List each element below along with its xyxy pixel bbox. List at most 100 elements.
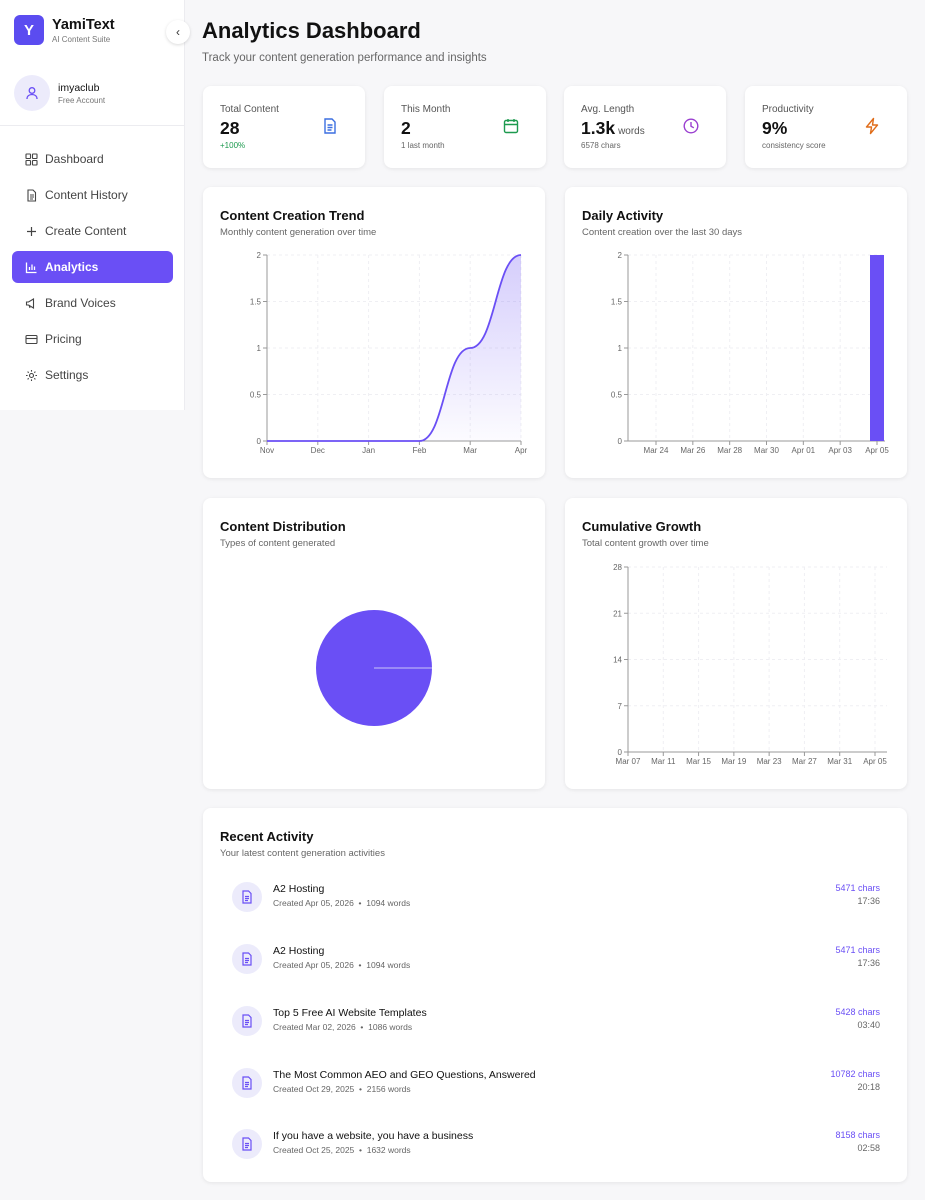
list-item[interactable]: A2 Hosting Created Apr 05, 2026 • 1094 w… (232, 942, 880, 976)
stat-label: Avg. Length (581, 104, 635, 115)
brand[interactable]: Y YamiText AI Content Suite (14, 15, 115, 45)
sidebar-item-analytics[interactable]: Analytics (12, 251, 173, 283)
y-tick-label: 1 (257, 344, 262, 353)
y-tick-label: 2 (618, 251, 623, 260)
x-tick-label: Mar 27 (792, 757, 817, 766)
list-item[interactable]: A2 Hosting Created Apr 05, 2026 • 1094 w… (232, 880, 880, 914)
x-tick-label: Apr 03 (828, 446, 852, 455)
chart-title: Daily Activity (582, 208, 664, 223)
brand-tagline: AI Content Suite (52, 34, 111, 44)
trend-chart: 0 0.5 1 1.5 2 Nov Dec Jan Feb Mar Apr (250, 251, 528, 455)
sidebar-item-brand-voices[interactable]: Brand Voices (12, 287, 173, 319)
x-tick-label: Apr (515, 446, 528, 455)
y-tick-label: 1 (618, 344, 623, 353)
sidebar-item-settings[interactable]: Settings (12, 359, 173, 391)
x-tick-label: Mar 19 (721, 757, 746, 766)
y-tick-label: 21 (613, 609, 622, 618)
y-tick-label: 0.5 (250, 391, 262, 400)
chart-title: Cumulative Growth (582, 519, 702, 534)
document-icon (232, 1129, 262, 1159)
document-icon (232, 882, 262, 912)
x-tick-label: Mar (463, 446, 477, 455)
activity-chars: 5471 chars (835, 883, 880, 893)
x-tick-label: Mar 28 (717, 446, 742, 455)
x-tick-label: Mar 26 (680, 446, 705, 455)
stat-card-productivity: Productivity 9% consistency score (745, 86, 907, 168)
stat-label: Productivity (762, 104, 814, 115)
x-tick-label: Mar 23 (757, 757, 782, 766)
activity-time: 03:40 (857, 1020, 880, 1030)
stat-change: +100% (220, 141, 246, 150)
x-tick-label: Dec (311, 446, 325, 455)
brand-logo: Y (14, 15, 44, 45)
collapse-sidebar-button[interactable]: ‹ (166, 20, 190, 44)
daily-chart: 0 0.5 1 1.5 2 Mar 24 Mar 26 Mar 28 Mar 30 Apr 01 A… (611, 251, 889, 455)
sidebar-item-pricing[interactable]: Pricing (12, 323, 173, 355)
stat-value: 2 (401, 118, 411, 138)
sidebar-nav: Dashboard Content History Create Content… (12, 143, 173, 395)
y-tick-label: 1.5 (250, 298, 262, 307)
file-icon (24, 188, 38, 202)
y-tick-label: 0 (618, 437, 623, 446)
y-tick-label: 7 (618, 702, 623, 711)
activity-title: Top 5 Free AI Website Templates (273, 1007, 427, 1019)
stat-label: Total Content (220, 104, 279, 115)
activity-title: A2 Hosting (273, 883, 325, 895)
x-tick-label: Nov (260, 446, 274, 455)
x-tick-label: Feb (413, 446, 427, 455)
sidebar-item-label: Content History (45, 188, 128, 202)
stat-card-this-month: This Month 2 1 last month (384, 86, 546, 168)
list-item[interactable]: If you have a website, you have a busine… (232, 1127, 880, 1161)
page-title: Analytics Dashboard (202, 18, 421, 43)
activity-meta: Created Apr 05, 2026 • 1094 words (273, 960, 411, 970)
y-tick-label: 2 (257, 251, 262, 260)
x-tick-label: Mar 11 (651, 757, 676, 766)
sidebar-item-label: Settings (45, 368, 89, 382)
sidebar-item-dashboard[interactable]: Dashboard (12, 143, 173, 175)
x-tick-label: Mar 30 (754, 446, 779, 455)
cumulative-chart: 0 7 14 21 28 Mar 07 Mar 11 Mar 15 Mar 19 Mar 23 Ma… (613, 563, 887, 766)
sidebar-item-create-content[interactable]: Create Content (12, 215, 173, 247)
user-plan: Free Account (58, 95, 106, 105)
series-line (267, 254, 522, 442)
chart-title: Content Creation Trend (220, 208, 365, 223)
sidebar-item-label: Analytics (45, 260, 99, 274)
bar (870, 255, 884, 441)
grid-icon (24, 152, 38, 166)
sidebar-item-label: Pricing (45, 332, 82, 346)
chart-subtitle: Monthly content generation over time (220, 227, 377, 238)
chart-subtitle: Total content growth over time (582, 538, 709, 549)
page-subtitle: Track your content generation performanc… (202, 52, 487, 64)
chevron-left-icon: ‹ (176, 25, 180, 39)
activity-title: If you have a website, you have a busine… (273, 1130, 474, 1142)
list-item[interactable]: The Most Common AEO and GEO Questions, A… (232, 1066, 880, 1100)
sidebar-item-content-history[interactable]: Content History (12, 179, 173, 211)
user-profile[interactable]: imyaclub Free Account (14, 75, 105, 111)
activity-meta: Created Oct 29, 2025 • 2156 words (273, 1084, 411, 1094)
activity-title: A2 Hosting (273, 945, 325, 957)
stat-card-total-content: Total Content 28 +100% (203, 86, 365, 168)
list-item[interactable]: Top 5 Free AI Website Templates Created … (232, 1004, 880, 1038)
stat-meta: 6578 chars (581, 141, 621, 150)
stat-label: This Month (401, 104, 451, 115)
activity-meta: Created Oct 25, 2025 • 1632 words (273, 1145, 411, 1155)
stat-card-avg-length: Avg. Length 1.3k words 6578 chars (564, 86, 726, 168)
sidebar-item-label: Create Content (45, 224, 127, 238)
activity-chars: 5428 chars (835, 1007, 880, 1017)
sidebar-item-label: Brand Voices (45, 296, 116, 310)
y-tick-label: 14 (613, 656, 622, 665)
document-icon (232, 1006, 262, 1036)
sidebar-divider (0, 125, 185, 126)
x-tick-label: Mar 31 (827, 757, 852, 766)
y-tick-label: 0 (618, 748, 623, 757)
avatar (14, 75, 50, 111)
area-fill (267, 255, 521, 441)
activity-chars: 8158 chars (835, 1130, 880, 1140)
activity-time: 17:36 (857, 958, 880, 968)
stat-meta: 1 last month (401, 141, 445, 150)
document-icon (232, 1068, 262, 1098)
activity-meta: Created Mar 02, 2026 • 1086 words (273, 1022, 413, 1032)
stat-value: 28 (220, 118, 240, 138)
chart-subtitle: Content creation over the last 30 days (582, 227, 743, 238)
activity-chars: 5471 chars (835, 945, 880, 955)
